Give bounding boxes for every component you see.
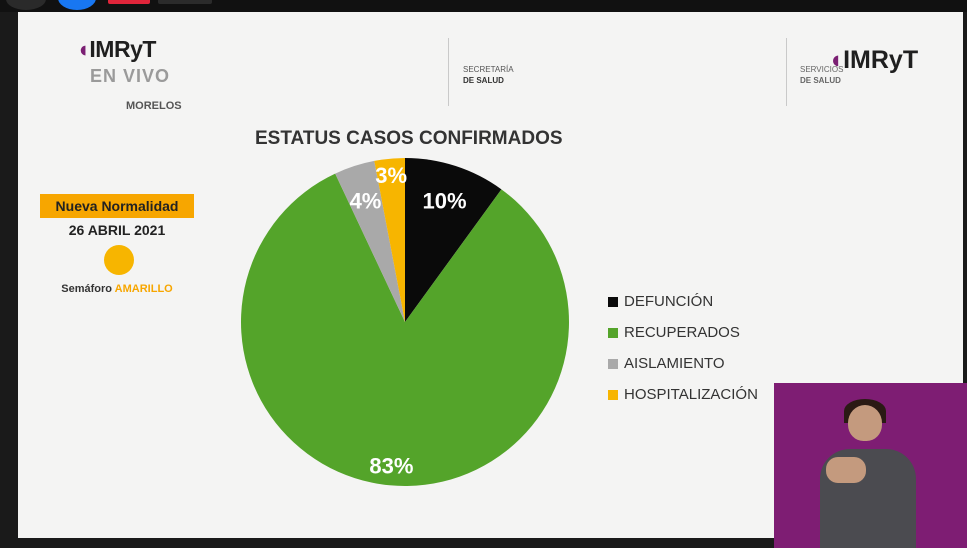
presentation-slide: ◖IMRyT EN VIVO MORELOS SECRETARÍA DE SAL… xyxy=(18,12,967,548)
browser-top-bar xyxy=(0,0,967,12)
data-label-defuncion: 10% xyxy=(423,188,467,213)
legend-item-recuperados: RECUPERADOS xyxy=(608,317,758,348)
legend-label: AISLAMIENTO xyxy=(624,355,725,372)
chart-title: ESTATUS CASOS CONFIRMADOS xyxy=(255,128,563,149)
data-label-hospitalizacion: 3% xyxy=(375,163,407,188)
header-divider xyxy=(448,38,449,106)
facebook-icon[interactable] xyxy=(58,0,96,10)
legend-label: DEFUNCIÓN xyxy=(624,293,714,310)
pie-slice-defuncion xyxy=(405,158,502,322)
interpreter-hands xyxy=(826,457,866,483)
live-badge xyxy=(108,0,150,4)
data-label-aislamiento: 4% xyxy=(350,188,382,213)
viewer-count-badge xyxy=(158,0,212,4)
nueva-normalidad-badge: Nueva Normalidad xyxy=(40,194,194,218)
pie-chart: 10% 83% 4%3% xyxy=(240,158,569,486)
legend-item-defuncion: DEFUNCIÓN xyxy=(608,286,758,317)
imryt-en-vivo-logo: ◖IMRyT EN VIVO MORELOS xyxy=(76,36,182,112)
servicios-de-salud-logo: SERVICIOS DE SALUD xyxy=(800,65,844,85)
avatar-icon[interactable] xyxy=(6,0,46,10)
data-label-recuperados: 83% xyxy=(369,454,413,479)
interpreter-face xyxy=(848,405,882,441)
legend-item-aislamiento: AISLAMIENTO xyxy=(608,348,758,379)
logo-brand-text: IMRyT xyxy=(89,36,156,62)
secretaria-de-salud-logo: SECRETARÍA DE SALUD xyxy=(463,65,514,85)
logo-morelos-text: MORELOS xyxy=(126,100,182,112)
legend-swatch xyxy=(608,389,618,400)
pie-slice-recuperados xyxy=(240,173,569,486)
sign-language-interpreter-video xyxy=(774,383,967,548)
semaforo-indicator xyxy=(104,245,134,275)
legend-swatch xyxy=(608,296,618,307)
legend-item-hospitalizacion: HOSPITALIZACIÓN xyxy=(608,379,758,410)
legend-label: RECUPERADOS xyxy=(624,324,740,341)
chart-legend: DEFUNCIÓN RECUPERADOS AISLAMIENTO HOSPITALI… xyxy=(608,286,758,410)
semaforo-label: Semáforo AMARILLO xyxy=(61,283,173,295)
legend-swatch xyxy=(608,327,618,338)
pie-slice-aislamiento xyxy=(335,160,405,322)
legend-label: HOSPITALIZACIÓN xyxy=(624,386,758,403)
semaforo-value: AMARILLO xyxy=(114,283,173,295)
legend-swatch xyxy=(608,358,618,369)
imryt-logo: ◖IMRyT xyxy=(828,46,919,74)
pie-slice-hospitalizacion xyxy=(374,158,405,322)
header-divider xyxy=(786,38,787,106)
status-date: 26 ABRIL 2021 xyxy=(68,222,166,238)
logo-en-vivo-text: EN VIVO xyxy=(90,66,171,86)
